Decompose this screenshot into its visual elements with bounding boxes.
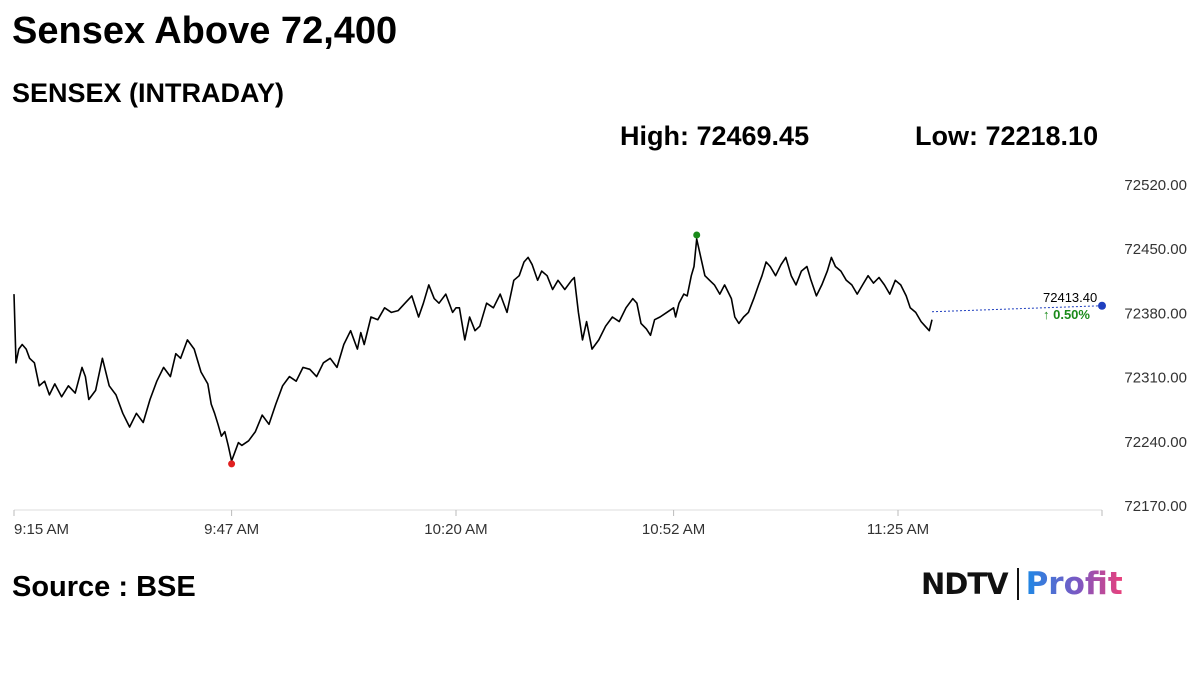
source-label: Source : BSE xyxy=(12,571,196,603)
y-tick-label: 72310.00 xyxy=(1124,370,1187,387)
ndtv-profit-logo: NDTV Profit xyxy=(921,564,1123,604)
logo-profit-text: Profit xyxy=(1025,566,1123,602)
last-value-label: 72413.40 xyxy=(1043,290,1097,305)
x-tick-label: 11:25 AM xyxy=(867,521,929,538)
logo-separator xyxy=(1016,568,1019,600)
y-tick-label: 72240.00 xyxy=(1124,434,1187,451)
x-tick-label: 10:52 AM xyxy=(642,521,705,538)
y-tick-label: 72450.00 xyxy=(1124,241,1187,258)
y-tick-label: 72170.00 xyxy=(1124,498,1187,515)
x-tick-label: 10:20 AM xyxy=(424,521,487,538)
logo-ndtv-text: NDTV xyxy=(921,567,1009,601)
last-value-guide xyxy=(931,305,1103,313)
x-tick-label: 9:47 AM xyxy=(204,521,259,538)
low-value: Low: 72218.10 xyxy=(915,121,1099,151)
chart-subtitle: SENSEX (INTRADAY) xyxy=(12,78,285,108)
x-tick-label: 9:15 AM xyxy=(14,521,69,538)
y-tick-label: 72380.00 xyxy=(1124,305,1187,322)
low-point-marker xyxy=(228,460,236,468)
y-tick-label: 72520.00 xyxy=(1124,177,1187,194)
high-point-marker xyxy=(693,231,701,239)
last-value-marker xyxy=(1098,301,1106,310)
high-value: High: 72469.45 xyxy=(620,121,810,151)
change-percent-label: ↑ 0.50% xyxy=(1043,307,1090,322)
sensex-series-line xyxy=(13,238,933,462)
page-title: Sensex Above 72,400 xyxy=(12,10,398,52)
